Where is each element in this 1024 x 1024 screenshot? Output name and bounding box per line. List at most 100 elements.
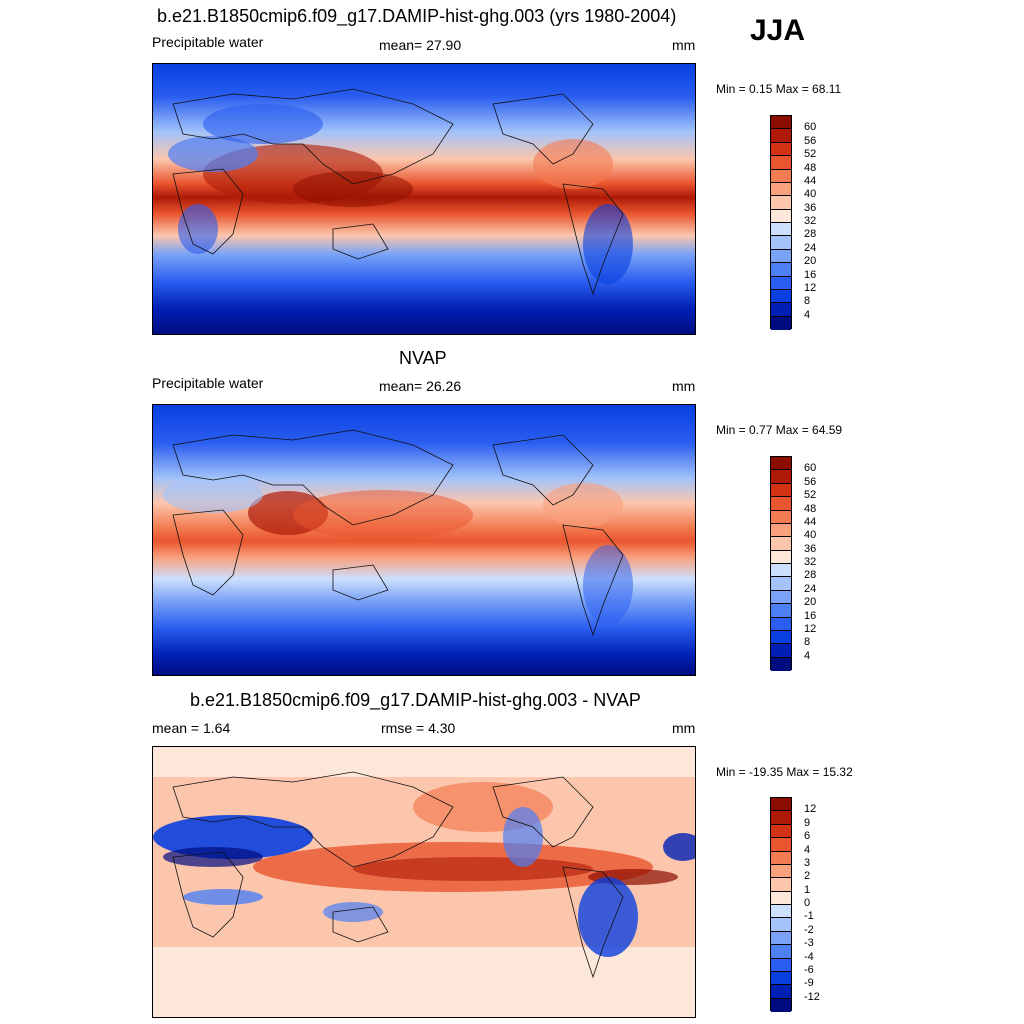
panel2-colorbar <box>770 456 792 671</box>
colorbar-tick-label: 60 <box>804 121 817 134</box>
panel3-minmax: Min = -19.35 Max = 15.32 <box>716 765 853 779</box>
colorbar-tick-label: 4 <box>804 308 811 321</box>
panel1-map <box>152 63 696 335</box>
colorbar-tick-label: -1 <box>804 910 814 923</box>
colorbar-swatch <box>771 931 791 946</box>
colorbar-tick-label: 1 <box>804 883 811 896</box>
colorbar-swatch <box>771 483 791 498</box>
colorbar-swatch <box>771 116 791 130</box>
panel2-units: mm <box>672 378 696 394</box>
panel3-colorbar <box>770 797 792 1012</box>
panel1-mean: mean= 27.90 <box>379 37 462 53</box>
colorbar-swatch <box>771 142 791 157</box>
colorbar-tick-label: 8 <box>804 295 811 308</box>
colorbar-swatch <box>771 537 791 551</box>
colorbar-tick-label: 24 <box>804 582 817 595</box>
panel1-title: b.e21.B1850cmip6.f09_g17.DAMIP-hist-ghg.… <box>157 6 677 26</box>
colorbar-swatch <box>771 985 791 999</box>
colorbar-swatch <box>771 497 791 511</box>
colorbar-swatch <box>771 958 791 972</box>
colorbar-swatch <box>771 657 791 671</box>
colorbar-swatch <box>771 169 791 183</box>
panel2-mean: mean= 26.26 <box>379 378 462 394</box>
colorbar-tick-label: -12 <box>804 990 820 1003</box>
colorbar-swatch <box>771 263 791 277</box>
colorbar-swatch <box>771 457 791 471</box>
colorbar-swatch <box>771 129 791 143</box>
colorbar-swatch <box>771 156 791 170</box>
panel2-minmax: Min = 0.77 Max = 64.59 <box>716 423 843 437</box>
colorbar-tick-label: 36 <box>804 542 817 555</box>
colorbar-swatch <box>771 838 791 852</box>
colorbar-swatch <box>771 798 791 812</box>
panel3-title: b.e21.B1850cmip6.f09_g17.DAMIP-hist-ghg.… <box>190 690 641 710</box>
colorbar-tick-label: 44 <box>804 174 817 187</box>
colorbar-swatch <box>771 196 791 210</box>
colorbar-swatch <box>771 550 791 564</box>
colorbar-swatch <box>771 303 791 317</box>
colorbar-tick-label: 16 <box>804 268 817 281</box>
panel2-variable: Precipitable water <box>152 375 264 391</box>
panel1-variable: Precipitable water <box>152 34 264 50</box>
colorbar-tick-label: 56 <box>804 134 817 147</box>
panel2-title: NVAP <box>399 348 447 368</box>
panel2-map <box>152 404 696 676</box>
colorbar-swatch <box>771 905 791 919</box>
panel3-map <box>152 746 696 1018</box>
panel3-field <box>153 747 695 1017</box>
colorbar-swatch <box>771 824 791 839</box>
colorbar-swatch <box>771 811 791 825</box>
colorbar-swatch <box>771 971 791 986</box>
panel1-minmax: Min = 0.15 Max = 68.11 <box>716 82 842 96</box>
colorbar-tick-label: 52 <box>804 148 817 161</box>
colorbar-swatch <box>771 316 791 330</box>
colorbar-tick-label: 52 <box>804 489 817 502</box>
colorbar-swatch <box>771 864 791 879</box>
colorbar-tick-label: 20 <box>804 596 817 609</box>
colorbar-swatch <box>771 577 791 591</box>
colorbar-swatch <box>771 644 791 658</box>
panel3-mean: mean = 1.64 <box>152 720 231 736</box>
colorbar-swatch <box>771 945 791 959</box>
panel3-units: mm <box>672 720 696 736</box>
season-label: JJA <box>750 14 806 47</box>
colorbar-tick-label: 12 <box>804 622 817 635</box>
colorbar-tick-label: 12 <box>804 803 817 816</box>
colorbar-swatch <box>771 209 791 223</box>
colorbar-swatch <box>771 604 791 618</box>
colorbar-tick-label: 20 <box>804 255 817 268</box>
colorbar-tick-label: 40 <box>804 529 817 542</box>
colorbar-tick-label: 2 <box>804 870 811 883</box>
colorbar-tick-label: 6 <box>804 830 811 843</box>
colorbar-tick-label: 28 <box>804 228 817 241</box>
colorbar-swatch <box>771 878 791 892</box>
colorbar-swatch <box>771 249 791 264</box>
colorbar-tick-label: 8 <box>804 636 811 649</box>
colorbar-swatch <box>771 470 791 484</box>
colorbar-tick-label: 48 <box>804 502 817 515</box>
colorbar-swatch <box>771 510 791 524</box>
colorbar-swatch <box>771 523 791 538</box>
colorbar-tick-label: -3 <box>804 937 814 950</box>
colorbar-swatch <box>771 182 791 197</box>
colorbar-swatch <box>771 236 791 250</box>
colorbar-tick-label: -2 <box>804 923 814 936</box>
colorbar-tick-label: 44 <box>804 515 817 528</box>
colorbar-tick-label: 48 <box>804 161 817 174</box>
colorbar-tick-label: 4 <box>804 649 811 662</box>
colorbar-swatch <box>771 289 791 304</box>
colorbar-tick-label: -6 <box>804 963 814 976</box>
colorbar-tick-label: 24 <box>804 241 817 254</box>
colorbar-tick-label: 40 <box>804 188 817 201</box>
colorbar-swatch <box>771 617 791 631</box>
colorbar-tick-label: 32 <box>804 556 817 568</box>
colorbar-swatch <box>771 851 791 865</box>
colorbar-tick-label: 36 <box>804 201 817 214</box>
panel1-units: mm <box>672 37 696 53</box>
colorbar-swatch <box>771 564 791 578</box>
colorbar-tick-label: 28 <box>804 569 817 582</box>
colorbar-tick-label: 16 <box>804 609 817 622</box>
colorbar-tick-label: 9 <box>804 816 811 829</box>
colorbar-swatch <box>771 998 791 1012</box>
colorbar-tick-label: 56 <box>804 475 817 488</box>
